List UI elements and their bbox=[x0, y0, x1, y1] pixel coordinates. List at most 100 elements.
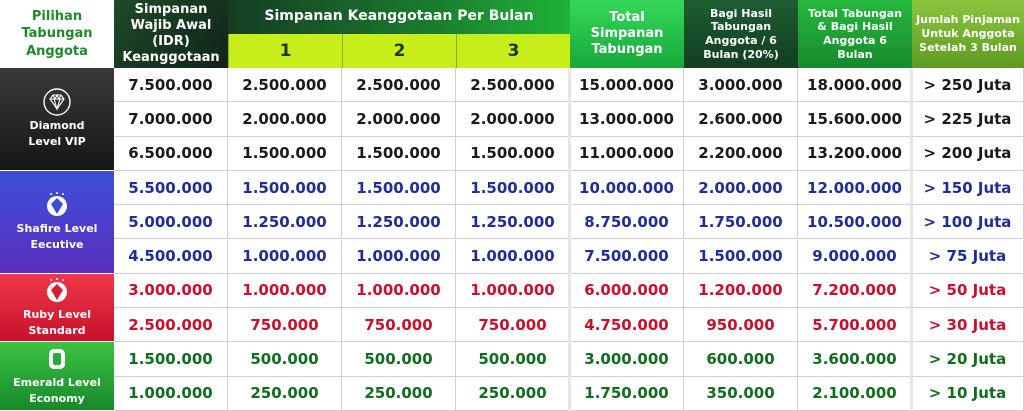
table-cell: 4.500.000 bbox=[114, 239, 228, 274]
table-cell: 8.750.000 bbox=[570, 205, 684, 240]
table-cell: 250.000 bbox=[228, 376, 342, 411]
table-cell: 9.000.000 bbox=[798, 239, 912, 274]
tier-label: Diamond Level VIP bbox=[28, 119, 86, 148]
column-divider bbox=[568, 68, 571, 411]
table-cell: 3.600.000 bbox=[798, 342, 912, 377]
table-cell: 1.000.000 bbox=[342, 273, 456, 309]
table-cell: 1.000.000 bbox=[342, 239, 456, 274]
table-cell: 2.000.000 bbox=[342, 102, 456, 137]
table-cell: > 50 Juta bbox=[912, 273, 1024, 309]
tier-emerald: Emerald Level Economy bbox=[0, 342, 114, 411]
table-cell: 7.500.000 bbox=[570, 239, 684, 274]
table-cell: 1.500.000 bbox=[228, 170, 342, 206]
header-tier-choice: Pilihan Tabungan Anggota bbox=[0, 0, 114, 68]
table-cell: 12.000.000 bbox=[798, 170, 912, 206]
header-month-3: 3 bbox=[456, 34, 570, 68]
table-cell: 11.000.000 bbox=[570, 136, 684, 171]
table-cell: > 20 Juta bbox=[912, 342, 1024, 377]
tier-label: Emerald Level Economy bbox=[13, 376, 101, 406]
tier-diamond: Diamond Level VIP bbox=[0, 68, 114, 171]
header-monthly-deposit: Simpanan Keanggotaan Per Bulan bbox=[228, 0, 570, 34]
table-cell: 2.000.000 bbox=[684, 170, 798, 206]
table-cell: 1.250.000 bbox=[342, 205, 456, 240]
table-cell: 15.600.000 bbox=[798, 102, 912, 137]
table-cell: 2.600.000 bbox=[684, 102, 798, 137]
table-cell: 1.500.000 bbox=[684, 239, 798, 274]
table-cell: 2.500.000 bbox=[228, 68, 342, 103]
tier-label: Shafire Level Eecutive bbox=[16, 221, 98, 251]
table-cell: > 225 Juta bbox=[912, 102, 1024, 137]
table-cell: 1.500.000 bbox=[342, 136, 456, 171]
table-cell: > 100 Juta bbox=[912, 205, 1024, 240]
diamond-icon bbox=[42, 88, 72, 116]
table-cell: 7.000.000 bbox=[114, 102, 228, 137]
table-cell: 2.500.000 bbox=[342, 68, 456, 103]
table-cell: 600.000 bbox=[684, 342, 798, 377]
ruby-gem-icon bbox=[45, 277, 69, 305]
header-total-savings: Total Simpanan Tabungan bbox=[570, 0, 684, 68]
table-cell: 6.500.000 bbox=[114, 136, 228, 171]
table-cell: 750.000 bbox=[342, 308, 456, 343]
table-cell: 1.500.000 bbox=[114, 342, 228, 377]
table-cell: 18.000.000 bbox=[798, 68, 912, 103]
table-cell: 1.500.000 bbox=[228, 136, 342, 171]
table-cell: 10.000.000 bbox=[570, 170, 684, 206]
table-cell: 3.000.000 bbox=[114, 273, 228, 309]
table-cell: > 10 Juta bbox=[912, 376, 1024, 411]
table-cell: 1.750.000 bbox=[684, 205, 798, 240]
column-divider bbox=[910, 68, 913, 411]
table-cell: 5.500.000 bbox=[114, 170, 228, 206]
header-profit-share: Bagi Hasil Tabungan Anggota / 6 Bulan (2… bbox=[684, 0, 798, 68]
table-cell: > 150 Juta bbox=[912, 170, 1024, 206]
header-month-2: 2 bbox=[342, 34, 456, 68]
table-cell: 13.200.000 bbox=[798, 136, 912, 171]
table-cell: 500.000 bbox=[228, 342, 342, 377]
table-cell: 2.100.000 bbox=[798, 376, 912, 411]
sapphire-gem-icon bbox=[45, 191, 69, 219]
table-cell: 1.000.000 bbox=[456, 239, 570, 274]
table-cell: 10.500.000 bbox=[798, 205, 912, 240]
table-cell: 350.000 bbox=[684, 376, 798, 411]
table-cell: 2.500.000 bbox=[114, 308, 228, 343]
tier-label: Ruby Level Standard bbox=[22, 307, 92, 337]
table-cell: 15.000.000 bbox=[570, 68, 684, 103]
table-cell: 7.500.000 bbox=[114, 68, 228, 103]
table-cell: 1.250.000 bbox=[228, 205, 342, 240]
table-cell: 1.200.000 bbox=[684, 273, 798, 309]
table-cell: 2.500.000 bbox=[456, 68, 570, 103]
table-cell: > 250 Juta bbox=[912, 68, 1024, 103]
table-cell: 1.250.000 bbox=[456, 205, 570, 240]
table-cell: 13.000.000 bbox=[570, 102, 684, 137]
tier-shafire: Shafire Level Eecutive bbox=[0, 170, 114, 274]
table-cell: 2.000.000 bbox=[456, 102, 570, 137]
tier-ruby: Ruby Level Standard bbox=[0, 273, 114, 343]
table-cell: 4.750.000 bbox=[570, 308, 684, 343]
table-cell: 950.000 bbox=[684, 308, 798, 343]
table-cell: 1.000.000 bbox=[114, 376, 228, 411]
emerald-gem-icon bbox=[45, 345, 69, 373]
table-cell: 1.500.000 bbox=[456, 170, 570, 206]
table-cell: 1.750.000 bbox=[570, 376, 684, 411]
table-cell: 5.000.000 bbox=[114, 205, 228, 240]
table-cell: 1.500.000 bbox=[456, 136, 570, 171]
table-cell: 7.200.000 bbox=[798, 273, 912, 309]
table-cell: 1.000.000 bbox=[456, 273, 570, 309]
table-cell: 2.200.000 bbox=[684, 136, 798, 171]
table-cell: 3.000.000 bbox=[684, 68, 798, 103]
header-loan-amount: Jumlah Pinjaman Untuk Anggota Setelah 3 … bbox=[912, 0, 1024, 68]
table-cell: > 200 Juta bbox=[912, 136, 1024, 171]
table-cell: 250.000 bbox=[342, 376, 456, 411]
table-cell: 250.000 bbox=[456, 376, 570, 411]
header-initial-deposit: Simpanan Wajib Awal (IDR) Keanggotaan bbox=[114, 0, 228, 68]
table-cell: 500.000 bbox=[342, 342, 456, 377]
table-cell: 1.000.000 bbox=[228, 273, 342, 309]
table-cell: 1.000.000 bbox=[228, 239, 342, 274]
header-total-with-profit: Total Tabungan & Bagi Hasil Anggota 6 Bu… bbox=[798, 0, 912, 68]
table-cell: > 75 Juta bbox=[912, 239, 1024, 274]
table-cell: 1.500.000 bbox=[342, 170, 456, 206]
table-cell: 750.000 bbox=[228, 308, 342, 343]
table-cell: 3.000.000 bbox=[570, 342, 684, 377]
table-cell: > 30 Juta bbox=[912, 308, 1024, 343]
table-cell: 500.000 bbox=[456, 342, 570, 377]
